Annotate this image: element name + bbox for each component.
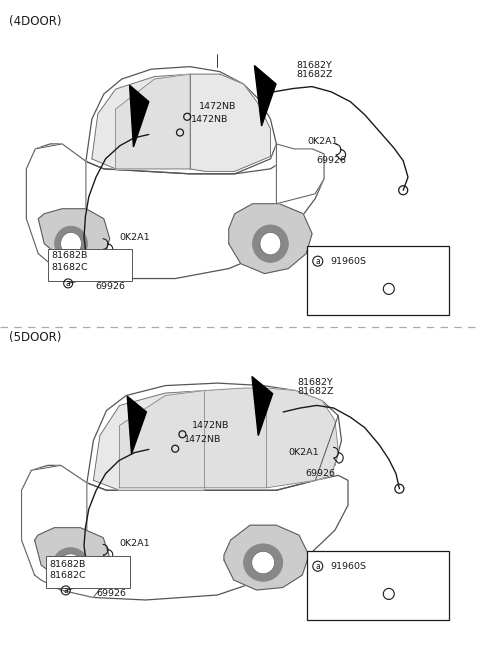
Polygon shape (116, 74, 190, 169)
Polygon shape (22, 465, 107, 598)
Ellipse shape (252, 225, 288, 262)
Polygon shape (38, 209, 110, 264)
Ellipse shape (252, 551, 275, 574)
Text: 81682Z: 81682Z (298, 387, 334, 396)
Text: a: a (315, 256, 320, 266)
Text: a: a (66, 279, 71, 288)
Text: 81682B: 81682B (52, 251, 88, 260)
Polygon shape (92, 74, 190, 169)
Bar (48, 249, 132, 281)
Text: 1472NB: 1472NB (192, 420, 229, 430)
Text: 0K2A1: 0K2A1 (288, 448, 319, 457)
Polygon shape (120, 390, 204, 488)
Text: 81682C: 81682C (52, 263, 88, 272)
Text: a: a (63, 586, 68, 595)
Text: a: a (315, 562, 320, 571)
Polygon shape (94, 390, 204, 490)
Polygon shape (26, 144, 324, 279)
Polygon shape (190, 74, 270, 171)
Polygon shape (266, 388, 338, 488)
Text: 1472NB: 1472NB (199, 102, 237, 111)
Polygon shape (22, 465, 348, 600)
Text: 69926: 69926 (305, 469, 335, 478)
Polygon shape (254, 66, 276, 126)
Text: 91960S: 91960S (330, 256, 366, 266)
Polygon shape (229, 204, 312, 274)
Text: 69926: 69926 (317, 155, 347, 165)
Text: 69926: 69926 (96, 588, 126, 598)
Ellipse shape (260, 232, 281, 255)
Polygon shape (86, 67, 276, 174)
Bar (307, 246, 449, 315)
Polygon shape (252, 377, 273, 436)
Polygon shape (204, 388, 266, 488)
Text: 1472NB: 1472NB (184, 435, 222, 444)
Text: 0K2A1: 0K2A1 (119, 233, 150, 242)
Polygon shape (35, 527, 110, 585)
Bar (307, 551, 449, 620)
Polygon shape (87, 383, 341, 490)
Text: 0K2A1: 0K2A1 (307, 136, 338, 146)
Ellipse shape (59, 554, 82, 577)
Bar (46, 556, 130, 588)
Text: 91960S: 91960S (330, 562, 366, 571)
Polygon shape (224, 525, 309, 590)
Text: 81682Z: 81682Z (297, 70, 333, 79)
Polygon shape (26, 144, 116, 279)
Ellipse shape (243, 544, 283, 581)
Text: (5DOOR): (5DOOR) (9, 331, 61, 344)
Text: 81682Y: 81682Y (298, 378, 333, 387)
Text: 0K2A1: 0K2A1 (119, 539, 150, 548)
Text: (4DOOR): (4DOOR) (9, 15, 61, 28)
Polygon shape (276, 144, 324, 204)
Polygon shape (127, 396, 146, 454)
Ellipse shape (55, 226, 87, 261)
Polygon shape (130, 85, 149, 147)
Text: 81682C: 81682C (49, 571, 86, 581)
Text: 81682B: 81682B (49, 560, 86, 569)
Text: 1472NB: 1472NB (191, 115, 228, 124)
Text: 69926: 69926 (95, 281, 125, 291)
Ellipse shape (53, 548, 88, 583)
Ellipse shape (60, 232, 82, 255)
Text: 81682Y: 81682Y (297, 61, 332, 70)
